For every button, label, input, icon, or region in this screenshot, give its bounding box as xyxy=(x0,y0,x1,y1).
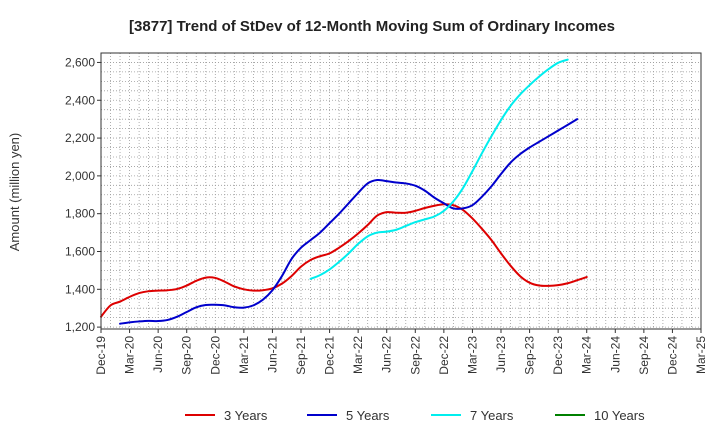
plot-frame xyxy=(100,52,702,330)
y-tick-label: 2,200 xyxy=(65,131,95,145)
axis-layer: 1,200 1,400 1,600 1,800 2,000 2,200 2,400 2,600… xyxy=(65,55,708,374)
x-tick-label: Sep-20 xyxy=(180,336,194,375)
x-tick-label: Dec-23 xyxy=(551,336,565,375)
x-tick-label: Mar-24 xyxy=(580,336,594,374)
y-tick-label: 2,600 xyxy=(65,55,95,69)
legend-label-10-years: 10 Years xyxy=(594,408,645,423)
x-tick-label: Dec-20 xyxy=(208,336,222,375)
grid-layer xyxy=(101,53,701,329)
y-axis-label: Amount (million yen) xyxy=(7,133,22,252)
x-tick-label: Jun-23 xyxy=(494,336,508,373)
legend-label-3-years: 3 Years xyxy=(224,408,268,423)
series-layer xyxy=(100,58,588,325)
x-tick-label: Jun-22 xyxy=(380,336,394,373)
y-tick-label: 1,800 xyxy=(65,207,95,221)
series-line-5-years xyxy=(119,118,579,325)
x-tick-label: Mar-23 xyxy=(465,336,479,374)
x-tick-label: Jun-24 xyxy=(608,336,622,373)
x-tick-label: Dec-19 xyxy=(94,336,108,375)
x-tick-label: Sep-21 xyxy=(294,336,308,375)
x-tick-label: Sep-22 xyxy=(408,336,422,375)
chart-title: [3877] Trend of StDev of 12-Month Moving… xyxy=(129,18,615,35)
legend: 3 Years 5 Years 7 Years 10 Years xyxy=(185,408,645,423)
y-tick-label: 2,000 xyxy=(65,169,95,183)
x-tick-label: Jun-20 xyxy=(151,336,165,373)
x-tick-label: Dec-24 xyxy=(665,336,679,375)
x-tick-label: Jun-21 xyxy=(265,336,279,373)
x-tick-label: Mar-25 xyxy=(694,336,708,374)
x-tick-label: Sep-23 xyxy=(523,336,537,375)
x-tick-label: Dec-21 xyxy=(323,336,337,375)
series-line-3-years xyxy=(100,203,588,318)
x-tick-label: Sep-24 xyxy=(637,336,651,375)
x-tick-label: Mar-22 xyxy=(351,336,365,374)
legend-label-7-years: 7 Years xyxy=(470,408,514,423)
y-tick-label: 1,200 xyxy=(65,320,95,334)
legend-label-5-years: 5 Years xyxy=(346,408,390,423)
x-tick-label: Mar-20 xyxy=(123,336,137,374)
y-tick-label: 1,600 xyxy=(65,244,95,258)
x-tick-label: Dec-22 xyxy=(437,336,451,375)
x-tick-label: Mar-21 xyxy=(237,336,251,374)
y-tick-label: 1,400 xyxy=(65,282,95,296)
series-line-7-years xyxy=(309,58,569,280)
y-tick-label: 2,400 xyxy=(65,93,95,107)
